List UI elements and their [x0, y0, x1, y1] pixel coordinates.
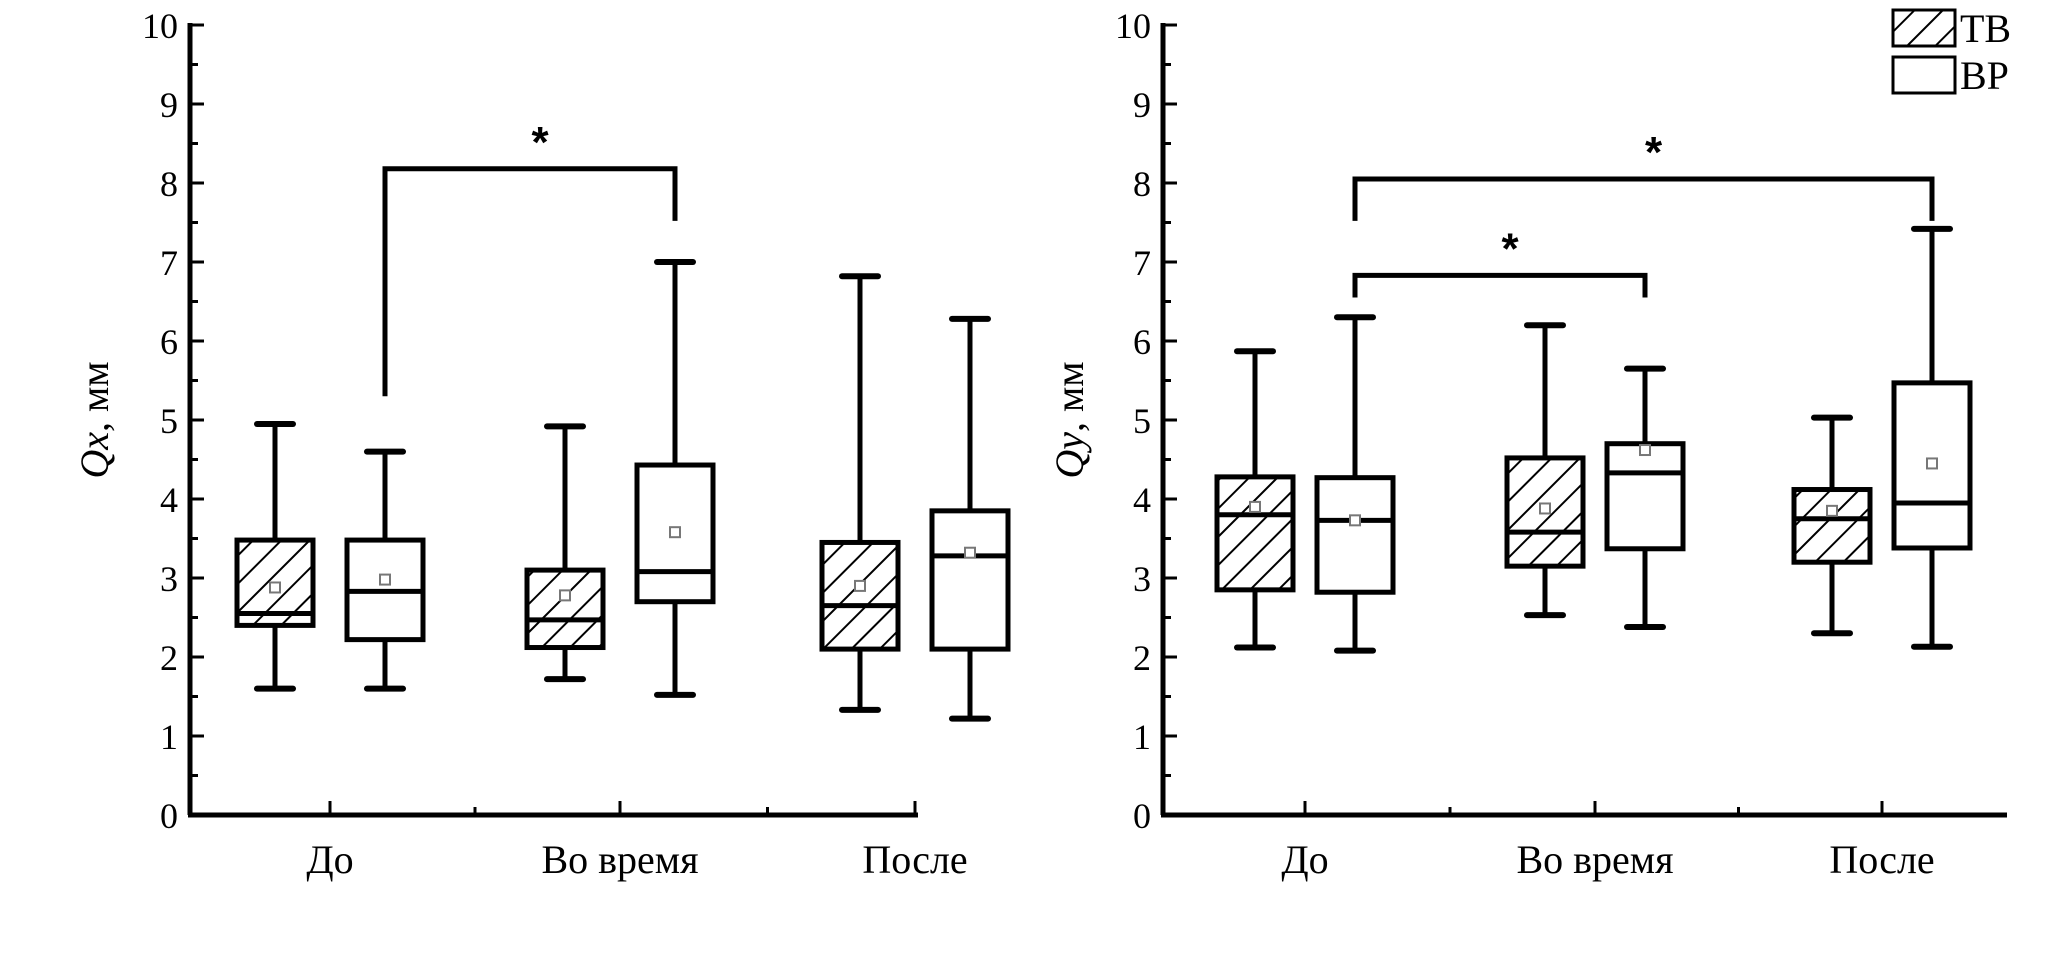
y-axis-title: Qy, мм [1047, 361, 1092, 478]
legend-swatch-hatched [1891, 8, 1957, 48]
legend-item-vr: ВР [1891, 53, 2009, 98]
significance-bracket [1352, 176, 1935, 221]
qx-chart-panel: 0 1 2 3 4 5 6 7 8 9 10 До Во время После Qx, мм * [72, 6, 1011, 882]
legend-swatch-open [1891, 55, 1957, 95]
y-tick-label: 8 [1133, 164, 1151, 204]
y-axis-variable: Qy [1047, 432, 1092, 479]
mean-marker [1539, 502, 1551, 515]
y-tick-label: 7 [1133, 243, 1151, 283]
y-tick-label: 3 [160, 559, 178, 599]
box-vr-2 [1891, 225, 1973, 650]
significance-star: * [1645, 128, 1663, 177]
y-tick-label: 0 [1133, 796, 1151, 836]
y-tick-label: 10 [1115, 6, 1151, 46]
box-vr-2 [929, 315, 1011, 722]
box-tv-1 [524, 423, 606, 683]
box-iqr [1314, 475, 1396, 595]
box-iqr [1214, 474, 1296, 593]
box-vr-1 [634, 259, 716, 698]
qy-chart-panel: 0 1 2 3 4 5 6 7 8 9 10 До Во время После Qy, мм * * [1047, 6, 2007, 882]
mean-marker [1826, 504, 1838, 517]
y-tick-label: 6 [160, 322, 178, 362]
box-tv-1 [1504, 322, 1586, 619]
box-vr-1 [1604, 365, 1686, 630]
mean-marker [1926, 457, 1938, 470]
y-tick-label: 6 [1133, 322, 1151, 362]
significance-bracket [1352, 272, 1648, 298]
y-tick-label: 4 [160, 480, 178, 520]
y-tick-label: 2 [1133, 638, 1151, 678]
significance-bracket [382, 166, 678, 397]
mean-marker [379, 573, 391, 586]
box-iqr [524, 567, 606, 651]
x-category-label: После [1829, 837, 1934, 882]
box-iqr [1791, 487, 1873, 565]
x-category-label: Во время [1516, 837, 1673, 882]
y-axis-unit: , мм [1047, 361, 1092, 432]
x-category-label: Во время [541, 837, 698, 882]
box-tv-2 [1791, 414, 1873, 637]
y-tick-label: 4 [1133, 480, 1151, 520]
y-tick-label: 7 [160, 243, 178, 283]
y-tick-label: 1 [160, 717, 178, 757]
y-tick-label: 9 [160, 85, 178, 125]
mean-marker [559, 589, 571, 602]
y-tick-label: 1 [1133, 717, 1151, 757]
box-iqr [634, 462, 716, 605]
box-tv-0 [1214, 348, 1296, 651]
mean-marker [1639, 444, 1651, 457]
box-tv-0 [234, 420, 316, 692]
mean-marker [669, 526, 681, 539]
box-iqr [929, 508, 1011, 652]
legend-label-vr: ВР [1960, 53, 2009, 98]
x-category-label: До [1281, 837, 1328, 882]
significance-star: * [531, 118, 549, 167]
significance-star: * [1501, 224, 1519, 273]
box-tv-2 [819, 273, 901, 713]
mean-marker [269, 581, 281, 594]
y-tick-label: 8 [160, 164, 178, 204]
mean-marker [854, 579, 866, 592]
legend-label-tv: ТВ [1960, 6, 2011, 51]
legend: ТВ ВР [1891, 6, 2011, 98]
y-tick-label: 2 [160, 638, 178, 678]
y-tick-label: 0 [160, 796, 178, 836]
y-axis-variable: Qx [72, 432, 117, 479]
legend-item-tv: ТВ [1891, 6, 2011, 51]
y-tick-label: 5 [1133, 401, 1151, 441]
box-iqr [819, 539, 901, 652]
x-category-label: До [306, 837, 353, 882]
y-axis-title: Qx, мм [72, 361, 117, 478]
box-vr-0 [344, 448, 426, 692]
x-category-label: После [862, 837, 967, 882]
y-tick-label: 10 [142, 6, 178, 46]
mean-marker [1349, 514, 1361, 527]
y-tick-label: 5 [160, 401, 178, 441]
y-axis-unit: , мм [72, 361, 117, 432]
box-iqr [1604, 441, 1686, 552]
y-tick-label: 9 [1133, 85, 1151, 125]
mean-marker [964, 546, 976, 559]
mean-marker [1249, 500, 1261, 513]
box-vr-0 [1314, 314, 1396, 654]
y-tick-label: 3 [1133, 559, 1151, 599]
